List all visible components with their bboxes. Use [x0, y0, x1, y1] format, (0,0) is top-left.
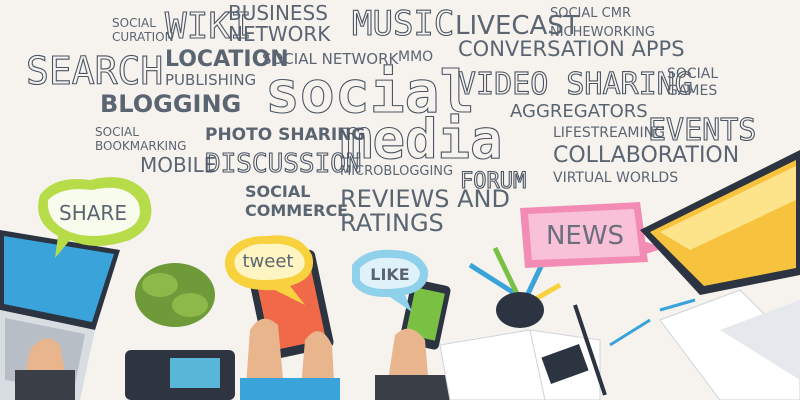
word-line: SOCIAL CMR: [550, 6, 631, 21]
word-line: SOCIAL: [95, 125, 139, 139]
word-line: GAMES: [667, 83, 717, 99]
word: SOCIAL BOOKMARKING: [95, 125, 186, 153]
word-line: VIDEO SHARING: [458, 67, 693, 102]
tweet-bubble: [225, 235, 314, 305]
word-line: FORUM: [460, 169, 526, 194]
word: SOCIAL CURATION: [112, 16, 174, 44]
bubble-text: SHARE: [59, 201, 127, 225]
word: WIKI: [165, 6, 252, 47]
desk-items: [573, 289, 800, 400]
word: MMO: [398, 49, 433, 65]
word-line: BUSINESS: [228, 1, 328, 25]
word: MOBILE: [140, 153, 216, 177]
desk-phone: [125, 350, 235, 400]
word: AGGREGATORS: [510, 101, 648, 122]
word: media: [340, 108, 503, 171]
word: MUSIC: [352, 4, 454, 44]
bubble-text: tweet: [243, 251, 294, 272]
word: SOCIAL GAMES: [667, 66, 718, 99]
word-line: SOCIAL: [245, 182, 310, 201]
share-bubble: [38, 177, 152, 258]
word-line: EVENTS: [648, 113, 756, 148]
word-line: PHOTO SHARING: [205, 125, 365, 145]
word-line: SOCIAL NETWORK: [262, 50, 400, 68]
word-line: NETWORK: [228, 22, 331, 46]
word-line: BLOGGING: [100, 90, 241, 118]
word: PHOTO SHARING: [205, 125, 365, 145]
word-line: MOBILE: [140, 153, 216, 177]
word-line: NICHEWORKING: [550, 25, 655, 40]
word-line: RATINGS: [340, 209, 444, 237]
word-line: MUSIC: [352, 4, 454, 44]
word-line: MICROBLOGGING: [340, 164, 453, 179]
word: COLLABORATION: [553, 143, 739, 168]
word: SOCIAL COMMERCE: [245, 182, 348, 220]
news-bubble: [520, 202, 665, 268]
hand-left: [15, 338, 75, 400]
smartphone: [375, 279, 455, 400]
word-line: REVIEWS AND: [340, 185, 510, 213]
word: DISCUSSION: [205, 149, 362, 179]
word-line: media: [340, 108, 503, 171]
word: SOCIAL NETWORK: [262, 50, 400, 68]
word-line: COLLABORATION: [553, 143, 739, 168]
word: NICHEWORKING: [550, 25, 655, 40]
word: LOCATION: [165, 47, 289, 72]
bubble-text: LIKE: [370, 265, 409, 284]
like-bubble: [352, 249, 429, 312]
word-line: DISCUSSION: [205, 149, 362, 179]
pencil-cup: [468, 246, 562, 328]
word: FORUM: [460, 169, 526, 194]
word: LIFESTREAMING: [553, 125, 665, 141]
monitor: [640, 150, 800, 295]
word-line: social: [265, 58, 475, 126]
word-line: CURATION: [112, 30, 174, 44]
word-line: MMO: [398, 49, 433, 65]
plant: [135, 263, 215, 327]
word: EVENTS: [648, 113, 756, 148]
word-line: BOOKMARKING: [95, 139, 186, 153]
word-line: LOCATION: [165, 47, 289, 72]
word: LIVECAST: [455, 11, 580, 41]
word-line: PUBLISHING: [165, 71, 256, 89]
word: BUSINESS NETWORK: [228, 1, 331, 46]
word: social: [265, 58, 475, 126]
word-line: VIRTUAL WORLDS: [553, 170, 678, 186]
word-line: LIVECAST: [455, 11, 580, 41]
word-line: SEARCH: [26, 49, 163, 93]
word: VIDEO SHARING: [458, 67, 693, 102]
word: VIRTUAL WORLDS: [553, 170, 678, 186]
word-line: LIFESTREAMING: [553, 125, 665, 141]
word: SEARCH: [26, 49, 163, 93]
word: CONVERSATION APPS: [458, 37, 685, 61]
word: PUBLISHING: [165, 71, 256, 89]
word: REVIEWS AND RATINGS: [340, 185, 510, 237]
word-line: CONVERSATION APPS: [458, 37, 685, 61]
word-line: SOCIAL: [667, 66, 718, 82]
word: SOCIAL CMR: [550, 6, 631, 21]
word-line: WIKI: [165, 6, 252, 47]
word-line: COMMERCE: [245, 201, 348, 220]
word: MICROBLOGGING: [340, 164, 453, 179]
bubble-text: NEWS: [546, 221, 624, 251]
word-line: AGGREGATORS: [510, 101, 648, 122]
notebook: [439, 329, 601, 400]
word: BLOGGING: [100, 90, 241, 118]
word-line: SOCIAL: [112, 16, 156, 30]
